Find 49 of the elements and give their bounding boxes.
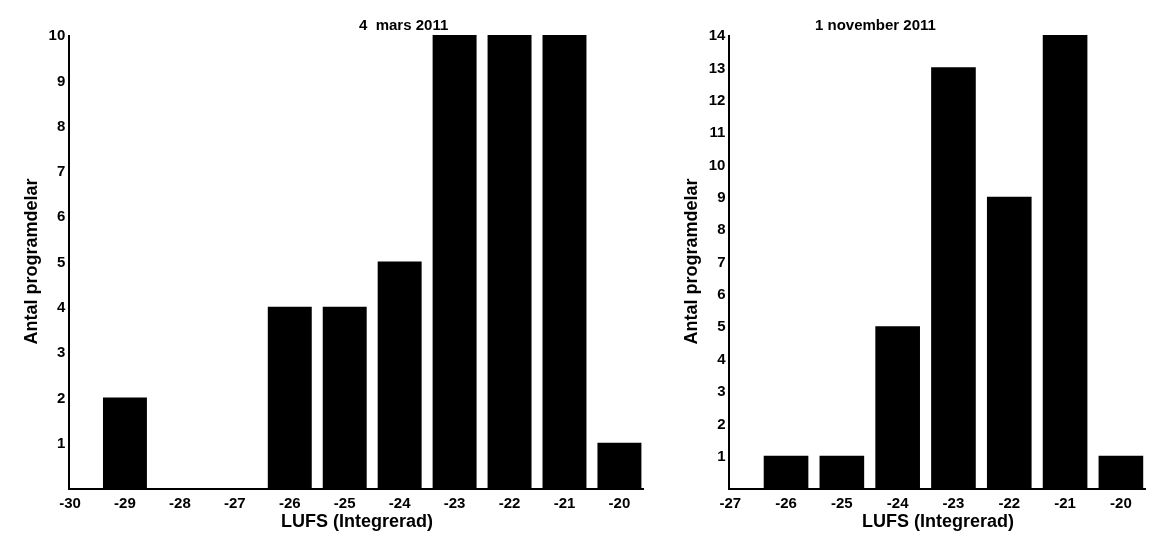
x-tick-label: -21 — [1054, 493, 1076, 511]
x-tick-label: -21 — [553, 493, 576, 511]
y-tick-label: 13 — [708, 58, 726, 76]
y-tick-label: 7 — [717, 252, 726, 270]
y-tick-label: 7 — [56, 162, 66, 180]
y-tick-label: 12 — [708, 90, 726, 108]
x-axis-title: LUFS (Integrerad) — [862, 510, 1015, 531]
x-tick-label: -26 — [775, 493, 797, 511]
x-tick-label: -24 — [886, 493, 910, 511]
y-tick-label: 9 — [717, 188, 726, 206]
y-tick-label: 5 — [56, 252, 66, 270]
y-tick-label: 10 — [708, 155, 726, 173]
y-tick-label: 1 — [56, 433, 66, 451]
y-tick-label: 6 — [717, 285, 726, 303]
x-tick-label: -23 — [443, 493, 466, 511]
y-tick-label: 8 — [56, 116, 66, 134]
x-tick-label: -24 — [388, 493, 412, 511]
x-tick-label: -22 — [998, 493, 1021, 511]
y-tick-label: 2 — [56, 388, 66, 406]
y-tick-label: 1 — [717, 446, 726, 464]
x-tick-label: -30 — [59, 493, 81, 511]
x-tick-label: -25 — [831, 493, 853, 511]
x-axis-title: LUFS (Integrerad) — [281, 510, 434, 531]
x-tick-label: -20 — [1110, 493, 1132, 511]
y-tick-label: 4 — [56, 298, 66, 316]
y-tick-label: 5 — [717, 317, 726, 335]
y-tick-label: 3 — [717, 382, 726, 400]
x-tick-label: -29 — [114, 493, 136, 511]
x-tick-label: -28 — [169, 493, 191, 511]
y-axis-title: Antal programdelar — [21, 178, 42, 345]
x-tick-label: -27 — [223, 493, 246, 511]
x-tick-label: -27 — [719, 493, 742, 511]
y-tick-label: 6 — [56, 207, 66, 225]
y-tick-label: 2 — [717, 414, 726, 432]
y-tick-label: 10 — [48, 26, 66, 44]
y-tick-label: 4 — [717, 349, 727, 367]
y-tick-label: 3 — [56, 343, 66, 361]
x-tick-label: -25 — [333, 493, 356, 511]
y-axis-title: Antal programdelar — [681, 178, 702, 345]
x-tick-label: -23 — [942, 493, 965, 511]
y-tick-label: 9 — [56, 71, 66, 89]
y-tick-label: 8 — [717, 220, 726, 238]
chart-title: 1 november 2011 — [815, 16, 936, 33]
x-tick-label: -26 — [278, 493, 301, 511]
chart-title: 4 mars 2011 — [359, 16, 449, 33]
y-tick-label: 11 — [709, 123, 726, 141]
x-tick-label: -22 — [498, 493, 521, 511]
x-tick-label: -20 — [608, 493, 631, 511]
y-tick-label: 14 — [708, 26, 727, 44]
